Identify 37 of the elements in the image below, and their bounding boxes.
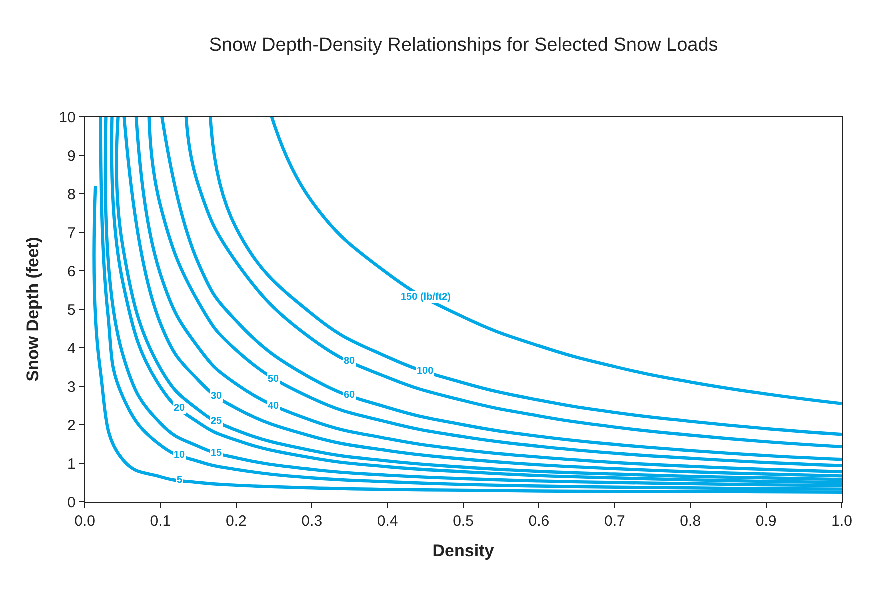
annotation: 15 [211,448,223,459]
x-tick-label: 0.8 [680,513,702,530]
annotation: 40 [268,401,280,412]
y-tick-label: 10 [59,109,76,126]
annotation: 50 [268,374,280,385]
x-tick-label: 0.2 [226,513,247,530]
x-tick-label: 0.5 [453,513,474,530]
x-tick-label: 0.0 [74,513,96,530]
x-tick-label: 0.9 [756,513,777,530]
annotation: 25 [211,416,223,427]
x-tick-label: 0.1 [150,513,172,530]
y-tick-label: 4 [68,340,76,358]
y-tick-label: 1 [68,456,76,473]
annotation: 150 (lb/ft2) [401,292,452,303]
annotation: 80 [344,356,356,367]
chart-title: Snow Depth-Density Relationships for Selected Snow Loads [209,34,718,56]
x-axis-title: Density [432,542,495,561]
y-tick-label: 7 [68,224,76,242]
y-tick-label: 0 [68,494,76,512]
x-tick-label: 1.0 [832,513,852,530]
x-tick-label: 0.6 [528,513,550,530]
annotation: 30 [211,391,223,402]
y-axis-title: Snow Depth (feet) [24,237,43,382]
annotation: 60 [344,390,356,401]
y-tick-label: 2 [68,417,76,434]
y-tick-label: 5 [68,302,76,319]
annotation: 100 [417,366,434,377]
y-tick-label: 9 [68,148,76,165]
annotation: 10 [174,450,186,461]
annotation: 20 [174,403,186,414]
x-tick-label: 0.4 [377,513,398,530]
x-tick-label: 0.3 [302,513,323,530]
y-tick-label: 8 [68,186,76,204]
y-tick-label: 3 [68,378,76,396]
y-tick-label: 6 [68,263,76,280]
x-tick-label: 0.7 [604,513,626,530]
annotation: 5 [177,475,183,486]
